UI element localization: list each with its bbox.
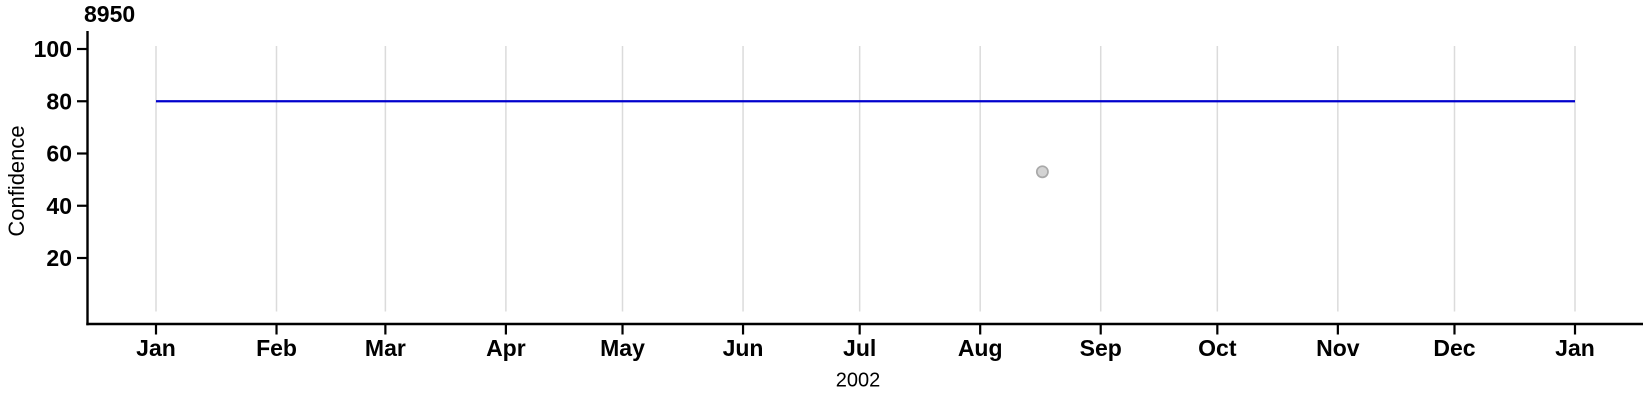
x-tick-label: Jan <box>136 335 176 361</box>
x-tick-label: Aug <box>958 335 1003 361</box>
x-tick-label: Dec <box>1433 335 1475 361</box>
x-tick-label: Jan <box>1555 335 1595 361</box>
y-tick-label: 60 <box>46 141 72 167</box>
x-tick-label: Nov <box>1316 335 1360 361</box>
chart-title: 8950 <box>84 1 136 27</box>
y-tick-label: 40 <box>46 193 72 219</box>
x-tick-label: Oct <box>1198 335 1237 361</box>
x-tick-label: Jul <box>843 335 876 361</box>
y-tick-label: 100 <box>34 36 72 62</box>
x-tick-label: Jun <box>723 335 764 361</box>
x-tick-label: Apr <box>486 335 526 361</box>
y-axis-title: Confidence <box>4 125 29 237</box>
x-tick-label: Feb <box>256 335 297 361</box>
y-tick-label: 20 <box>46 245 72 271</box>
x-axis-year-label: 2002 <box>835 369 881 392</box>
x-tick-label: May <box>600 335 645 361</box>
x-tick-label: Mar <box>365 335 406 361</box>
observation-point <box>1035 165 1049 179</box>
y-tick-label: 80 <box>46 88 72 114</box>
x-tick-label: Sep <box>1080 335 1122 361</box>
